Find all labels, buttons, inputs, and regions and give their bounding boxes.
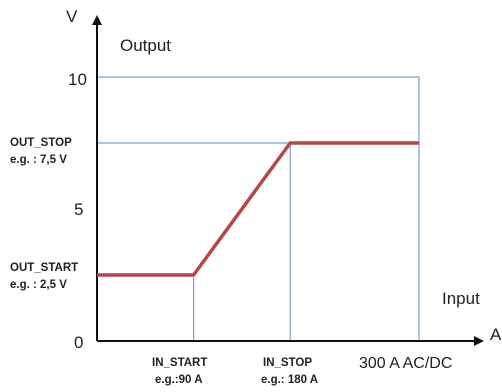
y-tick-label: 10 [68,70,87,89]
x-axis-unit: A [490,325,502,344]
out-stop-example: e.g. : 7,5 V [10,154,67,166]
in-stop-example: e.g.: 180 A [261,374,318,386]
out-stop-label: OUT_STOP [10,137,72,149]
in-start-label: IN_START [152,357,207,369]
max-input-label: 300 A AC/DC [359,355,452,372]
in-stop-label: IN_STOP [263,357,312,369]
in-start-example: e.g.:90 A [155,374,203,386]
y-tick-label: 5 [74,200,83,219]
x-axis-label: Input [442,289,480,308]
out-start-label: OUT_START [10,262,78,274]
y-axis-label: V [66,7,78,26]
y-tick-label: 0 [74,333,83,352]
guide-lines [97,76,420,341]
series-line [97,141,419,277]
axes [92,15,484,346]
chart-title: Output [120,36,171,55]
out-start-example: e.g. : 2,5 V [10,279,67,291]
